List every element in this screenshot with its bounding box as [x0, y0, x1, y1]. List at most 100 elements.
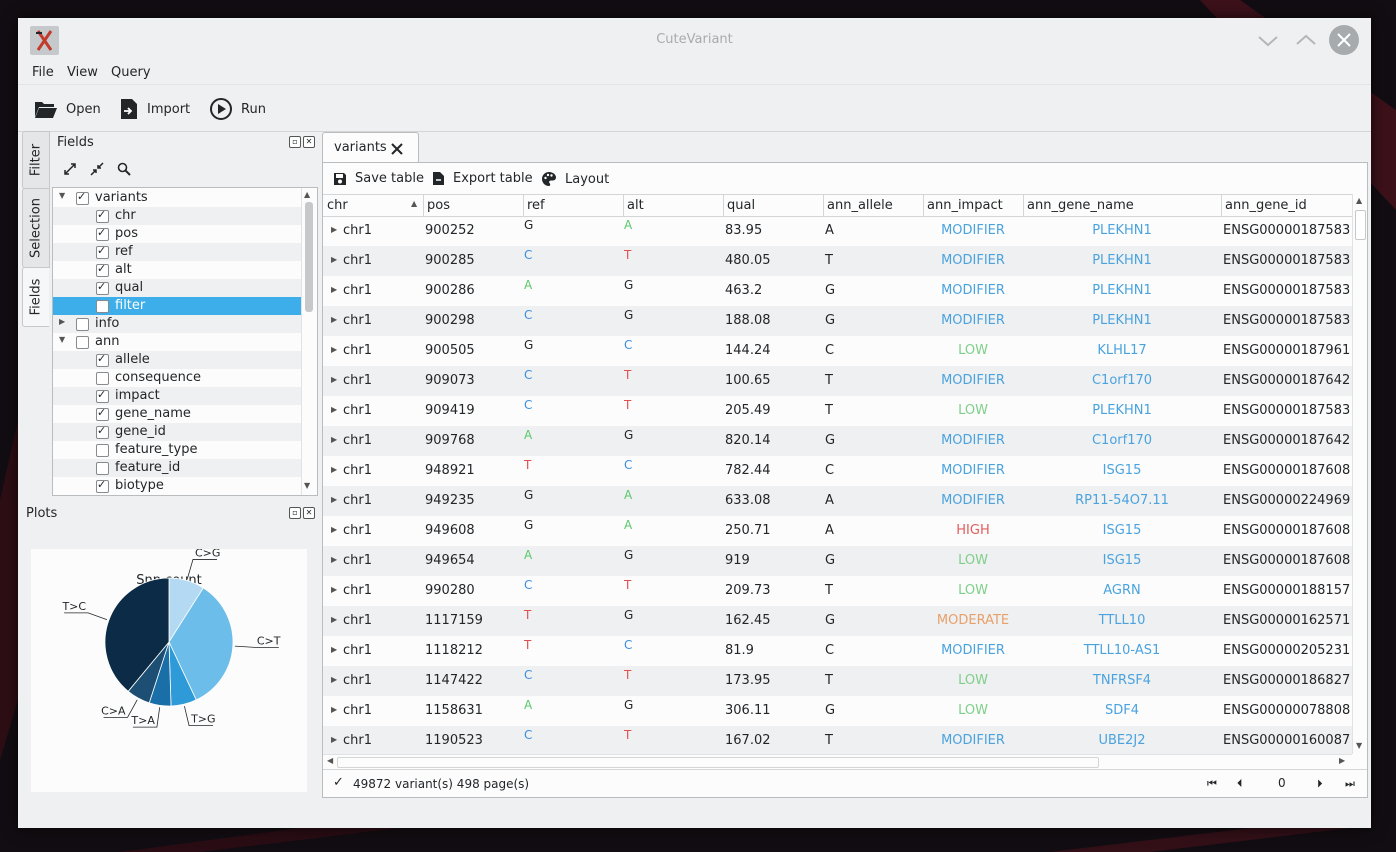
- tree-item[interactable]: biotype: [53, 477, 301, 495]
- maximize-button[interactable]: [1291, 25, 1321, 55]
- open-button[interactable]: Open: [34, 96, 101, 122]
- run-button[interactable]: Run: [209, 96, 266, 122]
- field-checkbox[interactable]: [96, 244, 109, 259]
- row-expand-icon[interactable]: ▶: [331, 435, 338, 444]
- tree-item[interactable]: ▶ info: [53, 315, 301, 333]
- tree-item[interactable]: feature_id: [53, 459, 301, 477]
- table-vertical-scrollbar[interactable]: ▲ ▼: [1352, 194, 1367, 754]
- table-row[interactable]: ▶ chr1 1117159 T G 162.45 G MODERATE TTLL10 ENSG0…: [323, 606, 1352, 636]
- expanded-arrow-icon[interactable]: ▼: [59, 335, 66, 344]
- table-row[interactable]: ▶ chr1 909419 C T 205.49 T LOW PLEKHN1 ENSG000001…: [323, 396, 1352, 426]
- tree-item[interactable]: gene_id: [53, 423, 301, 441]
- table-horizontal-scrollbar[interactable]: ◀ ▶: [323, 754, 1352, 769]
- row-expand-icon[interactable]: ▶: [331, 345, 338, 354]
- field-checkbox[interactable]: [96, 388, 109, 403]
- row-expand-icon[interactable]: ▶: [331, 615, 338, 624]
- close-tab-icon[interactable]: [391, 143, 403, 155]
- tree-item[interactable]: ▼ ann: [53, 333, 301, 351]
- row-expand-icon[interactable]: ▶: [331, 735, 338, 744]
- save-table-button[interactable]: Save table: [333, 171, 424, 186]
- field-checkbox[interactable]: [76, 336, 89, 349]
- collapsed-arrow-icon[interactable]: ▶: [59, 317, 66, 326]
- collapse-all-icon[interactable]: [89, 161, 105, 177]
- table-row[interactable]: ▶ chr1 900505 G C 144.24 C LOW KLHL17 ENSG0000018…: [323, 336, 1352, 366]
- tree-scrollbar[interactable]: ▲ ▼: [301, 188, 317, 495]
- field-checkbox[interactable]: [96, 372, 109, 385]
- tree-item[interactable]: filter: [53, 297, 301, 315]
- column-header-ann-impact[interactable]: ann_impact: [927, 198, 1003, 213]
- field-checkbox[interactable]: [96, 424, 109, 439]
- tree-item[interactable]: ref: [53, 243, 301, 261]
- column-header-chr[interactable]: chr: [327, 198, 348, 213]
- expanded-arrow-icon[interactable]: ▼: [59, 191, 66, 200]
- row-expand-icon[interactable]: ▶: [331, 705, 338, 714]
- field-checkbox[interactable]: [96, 280, 109, 295]
- table-row[interactable]: ▶ chr1 948921 T C 782.44 C MODIFIER ISG15 ENSG000…: [323, 456, 1352, 486]
- tree-item[interactable]: consequence: [53, 369, 301, 387]
- column-header-ref[interactable]: ref: [527, 198, 545, 213]
- field-checkbox[interactable]: [96, 406, 109, 421]
- menu-view[interactable]: View: [67, 65, 98, 80]
- table-row[interactable]: ▶ chr1 949654 A G 919 G LOW ISG15 ENSG00000187608: [323, 546, 1352, 576]
- float-plots-icon[interactable]: ▫: [289, 507, 301, 519]
- tab-variants[interactable]: variants: [322, 132, 419, 163]
- import-button[interactable]: Import: [119, 96, 190, 122]
- row-expand-icon[interactable]: ▶: [331, 255, 338, 264]
- row-expand-icon[interactable]: ▶: [331, 465, 338, 474]
- first-page-icon[interactable]: ⏮: [1207, 777, 1217, 790]
- column-header-ann-gene-name[interactable]: ann_gene_name: [1027, 198, 1134, 213]
- table-row[interactable]: ▶ chr1 1190523 C T 167.02 T MODIFIER UBE2J2 ENSG0…: [323, 726, 1352, 754]
- tree-item[interactable]: qual: [53, 279, 301, 297]
- expand-all-icon[interactable]: [62, 161, 78, 177]
- next-page-icon[interactable]: ⏵: [1317, 777, 1323, 790]
- table-row[interactable]: ▶ chr1 900252 G A 83.95 A MODIFIER PLEKHN1 ENSG00…: [323, 216, 1352, 246]
- column-header-ann-gene-id[interactable]: ann_gene_id: [1225, 198, 1307, 213]
- row-expand-icon[interactable]: ▶: [331, 375, 338, 384]
- close-plots-icon[interactable]: ✕: [303, 507, 315, 519]
- field-checkbox[interactable]: [96, 462, 109, 475]
- layout-button[interactable]: Layout: [541, 171, 609, 187]
- float-dock-icon[interactable]: ▫: [289, 136, 301, 148]
- row-expand-icon[interactable]: ▶: [331, 585, 338, 594]
- previous-page-icon[interactable]: ⏴: [1237, 777, 1243, 790]
- search-icon[interactable]: [116, 161, 132, 177]
- row-expand-icon[interactable]: ▶: [331, 405, 338, 414]
- close-window-button[interactable]: [1329, 25, 1359, 55]
- field-checkbox[interactable]: [76, 190, 89, 205]
- table-row[interactable]: ▶ chr1 1147422 C T 173.95 T LOW TNFRSF4 ENSG00000…: [323, 666, 1352, 696]
- tree-item[interactable]: ▼ variants: [53, 189, 301, 207]
- field-checkbox[interactable]: [96, 444, 109, 457]
- field-checkbox[interactable]: [96, 226, 109, 241]
- tree-item[interactable]: chr: [53, 207, 301, 225]
- row-expand-icon[interactable]: ▶: [331, 645, 338, 654]
- page-number[interactable]: 0: [1278, 776, 1286, 790]
- row-expand-icon[interactable]: ▶: [331, 225, 338, 234]
- row-expand-icon[interactable]: ▶: [331, 675, 338, 684]
- tab-selection[interactable]: Selection: [22, 188, 50, 268]
- tree-item[interactable]: allele: [53, 351, 301, 369]
- field-checkbox[interactable]: [96, 262, 109, 277]
- field-checkbox[interactable]: [96, 352, 109, 367]
- last-page-icon[interactable]: ⏭: [1345, 777, 1355, 790]
- tab-filter[interactable]: Filter: [22, 131, 50, 189]
- row-expand-icon[interactable]: ▶: [331, 285, 338, 294]
- menu-file[interactable]: File: [32, 65, 54, 80]
- table-row[interactable]: ▶ chr1 990280 C T 209.73 T LOW AGRN ENSG000001881…: [323, 576, 1352, 606]
- tab-fields[interactable]: Fields: [22, 267, 49, 327]
- tree-item[interactable]: feature_type: [53, 441, 301, 459]
- row-expand-icon[interactable]: ▶: [331, 555, 338, 564]
- column-header-pos[interactable]: pos: [427, 198, 450, 213]
- export-table-button[interactable]: Export table: [432, 171, 533, 186]
- table-row[interactable]: ▶ chr1 1118212 T C 81.9 C MODIFIER TTLL10-AS1 ENS…: [323, 636, 1352, 666]
- sort-ascending-icon[interactable]: ▲: [411, 199, 418, 208]
- table-row[interactable]: ▶ chr1 949235 G A 633.08 A MODIFIER RP11-54O7.11…: [323, 486, 1352, 516]
- row-expand-icon[interactable]: ▶: [331, 315, 338, 324]
- field-checkbox[interactable]: [96, 208, 109, 223]
- table-row[interactable]: ▶ chr1 949608 G A 250.71 A HIGH ISG15 ENSG0000018…: [323, 516, 1352, 546]
- column-header-qual[interactable]: qual: [727, 198, 756, 213]
- row-expand-icon[interactable]: ▶: [331, 495, 338, 504]
- table-row[interactable]: ▶ chr1 900285 C T 480.05 T MODIFIER PLEKHN1 ENSG0…: [323, 246, 1352, 276]
- menu-query[interactable]: Query: [111, 65, 151, 80]
- minimize-button[interactable]: [1253, 25, 1283, 55]
- tree-item[interactable]: alt: [53, 261, 301, 279]
